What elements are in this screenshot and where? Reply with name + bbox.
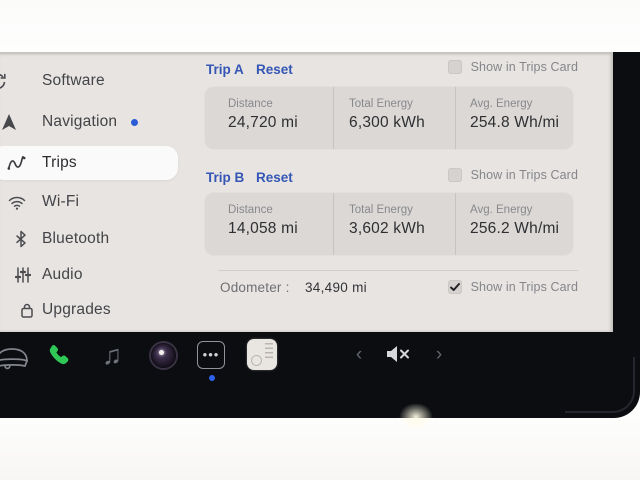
odometer-label: Odometer :	[220, 280, 290, 295]
trip-a-distance-cell: Distance 24,720 mi	[205, 87, 333, 149]
trip-b-reset-button[interactable]: Reset	[256, 170, 293, 185]
trip-b-stats-table: Distance 14,058 mi Total Energy 3,602 kW…	[205, 193, 573, 255]
stat-label: Avg. Energy	[470, 204, 533, 216]
stat-value: 6,300 kWh	[349, 114, 425, 131]
trip-a-stats-table: Distance 24,720 mi Total Energy 6,300 kW…	[205, 87, 573, 149]
upgrades-icon	[17, 300, 37, 320]
trip-a-avg-energy-cell: Avg. Energy 254.8 Wh/mi	[455, 87, 573, 149]
stat-value: 3,602 kWh	[349, 220, 425, 237]
navigation-notification-dot	[131, 119, 138, 126]
checkmark-icon	[449, 283, 460, 291]
settings-panel: Software Navigation Trips	[0, 52, 613, 332]
show-in-trips-card-label: Show in Trips Card	[470, 280, 578, 294]
divider	[218, 270, 578, 271]
sidebar-item-wifi[interactable]: Wi-Fi	[0, 185, 190, 219]
software-icon	[0, 71, 7, 91]
bottom-dock: ♫ ••• ‹ ›	[0, 332, 613, 418]
stat-label: Avg. Energy	[470, 98, 533, 110]
show-in-trips-card-label: Show in Trips Card	[470, 168, 578, 182]
vehicle-icon[interactable]	[0, 345, 33, 371]
sidebar-item-label: Bluetooth	[42, 230, 110, 247]
media-next-button[interactable]: ›	[435, 344, 443, 365]
odometer-show-in-trips-card-checkbox[interactable]	[447, 280, 462, 294]
sidebar-item-upgrades[interactable]: Upgrades	[0, 293, 190, 327]
show-in-trips-card-label: Show in Trips Card	[470, 60, 578, 74]
audio-icon	[13, 265, 33, 285]
sidebar-item-label: Wi-Fi	[42, 193, 80, 210]
sidebar-item-label: Audio	[42, 266, 83, 283]
trip-a-total-energy-cell: Total Energy 6,300 kWh	[333, 87, 455, 149]
lens-highlight	[158, 350, 164, 355]
stat-label: Distance	[228, 98, 273, 110]
sidebar-item-software[interactable]: Software	[0, 64, 190, 98]
sidebar-item-navigation[interactable]: Navigation	[0, 105, 190, 139]
odometer-row: Odometer : 34,490 mi Show in Trips Card	[0, 280, 613, 298]
trip-b-title: Trip B	[206, 170, 245, 185]
media-previous-button[interactable]: ‹	[355, 344, 363, 365]
trip-a-header: Trip A Reset Show in Trips Card	[0, 60, 613, 80]
light-app-detail	[251, 355, 262, 366]
light-app-icon[interactable]	[247, 339, 277, 370]
wifi-icon	[7, 192, 27, 212]
trip-a-show-in-trips-card-checkbox[interactable]	[447, 60, 462, 74]
light-app-detail	[265, 343, 273, 359]
stat-label: Total Energy	[349, 98, 413, 110]
screen-edge-highlight	[565, 357, 635, 413]
stat-value: 14,058 mi	[228, 220, 298, 237]
stat-value: 256.2 Wh/mi	[470, 220, 560, 237]
app-launcher-icon[interactable]: •••	[197, 341, 225, 369]
trip-a-title: Trip A	[206, 62, 244, 77]
phone-icon[interactable]	[44, 342, 72, 370]
sidebar-item-label: Navigation	[42, 113, 118, 130]
stat-label: Distance	[228, 204, 273, 216]
sidebar-item-label: Upgrades	[42, 301, 111, 318]
navigation-icon	[0, 112, 19, 132]
trip-a-reset-button[interactable]: Reset	[256, 62, 293, 77]
sidebar-item-audio[interactable]: Audio	[0, 258, 190, 292]
trip-b-total-energy-cell: Total Energy 3,602 kWh	[333, 193, 455, 255]
trip-b-avg-energy-cell: Avg. Energy 256.2 Wh/mi	[455, 193, 573, 255]
app-launcher-notification-dot	[209, 375, 215, 381]
stat-label: Total Energy	[349, 204, 413, 216]
tesla-touchscreen: Software Navigation Trips	[0, 52, 640, 418]
trip-b-header: Trip B Reset Show in Trips Card	[0, 168, 613, 188]
music-icon[interactable]: ♫	[101, 339, 123, 370]
sidebar-item-bluetooth[interactable]: Bluetooth	[0, 222, 190, 256]
selected-pill	[0, 146, 178, 180]
sidebar-item-label: Trips	[42, 154, 77, 171]
stat-value: 24,720 mi	[228, 114, 298, 131]
trip-b-distance-cell: Distance 14,058 mi	[205, 193, 333, 255]
trips-icon	[7, 153, 27, 173]
stat-value: 254.8 Wh/mi	[470, 114, 560, 131]
bluetooth-icon	[11, 229, 31, 249]
sidebar-item-trips[interactable]: Trips	[0, 146, 190, 180]
volume-muted-icon[interactable]	[384, 343, 410, 365]
light-reflection	[399, 403, 433, 431]
trip-b-show-in-trips-card-checkbox[interactable]	[447, 168, 462, 182]
odometer-value: 34,490 mi	[305, 280, 367, 295]
sidebar-item-label: Software	[42, 72, 105, 89]
camera-lens-app-icon[interactable]	[151, 343, 176, 368]
